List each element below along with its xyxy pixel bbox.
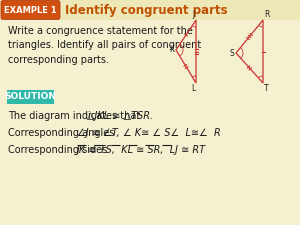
Text: T: T: [264, 84, 268, 93]
Text: R: R: [264, 10, 269, 19]
Text: JK ≅ TS,  KL ≅ SR,  LJ ≅ RT: JK ≅ TS, KL ≅ SR, LJ ≅ RT: [77, 145, 206, 155]
Text: Identify congruent parts: Identify congruent parts: [65, 4, 228, 17]
Text: Write a congruence statement for the
triangles. Identify all pairs of congruent
: Write a congruence statement for the tri…: [8, 26, 201, 65]
Text: ∠J ≅ ∠T, ∠ K≅ ∠ S∠  L≅∠  R: ∠J ≅ ∠T, ∠ K≅ ∠ S∠ L≅∠ R: [77, 128, 221, 138]
Text: S: S: [229, 49, 234, 58]
Text: △JKL ≅ △TSR.: △JKL ≅ △TSR.: [87, 111, 153, 121]
Text: SOLUTION: SOLUTION: [4, 92, 56, 101]
FancyBboxPatch shape: [7, 90, 53, 104]
Text: Corresponding angles: Corresponding angles: [8, 128, 118, 138]
Text: Corresponding sides: Corresponding sides: [8, 145, 117, 155]
FancyBboxPatch shape: [1, 0, 60, 20]
FancyBboxPatch shape: [0, 0, 300, 20]
Text: The diagram indicates that: The diagram indicates that: [8, 111, 143, 121]
Text: EXAMPLE 1: EXAMPLE 1: [4, 6, 57, 15]
Text: J: J: [193, 10, 195, 19]
Text: K: K: [169, 45, 174, 54]
Text: L: L: [191, 84, 195, 93]
